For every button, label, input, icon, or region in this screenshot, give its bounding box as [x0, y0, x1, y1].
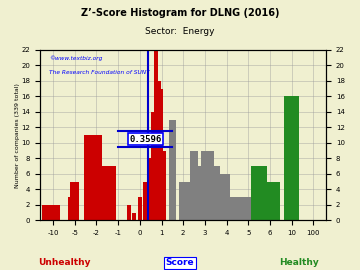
Bar: [217, 174, 225, 220]
Bar: [149, 158, 153, 220]
Text: ©www.textbiz.org: ©www.textbiz.org: [49, 55, 102, 61]
Bar: [157, 81, 161, 220]
Bar: [201, 151, 209, 220]
Bar: [99, 166, 116, 220]
Text: Sector:  Energy: Sector: Energy: [145, 27, 215, 36]
Text: Score: Score: [166, 258, 194, 267]
Bar: [138, 197, 142, 220]
Bar: [143, 182, 147, 220]
Text: Unhealthy: Unhealthy: [39, 258, 91, 267]
Bar: [42, 205, 60, 220]
Bar: [223, 174, 230, 220]
Text: 0.3596: 0.3596: [129, 134, 161, 144]
Bar: [244, 197, 252, 220]
Bar: [212, 166, 220, 220]
Bar: [265, 182, 280, 220]
Bar: [252, 166, 267, 220]
Bar: [185, 182, 192, 220]
Bar: [239, 197, 247, 220]
Bar: [71, 182, 79, 220]
Bar: [234, 197, 241, 220]
Bar: [154, 50, 158, 220]
Bar: [84, 135, 102, 220]
Bar: [284, 96, 299, 220]
Bar: [207, 151, 214, 220]
Bar: [228, 197, 236, 220]
Bar: [159, 89, 163, 220]
Text: Healthy: Healthy: [279, 258, 319, 267]
Bar: [68, 197, 77, 220]
Text: The Research Foundation of SUNY: The Research Foundation of SUNY: [49, 70, 149, 75]
Y-axis label: Number of companies (339 total): Number of companies (339 total): [15, 83, 20, 188]
Bar: [162, 151, 166, 220]
Bar: [284, 197, 300, 220]
Bar: [127, 205, 131, 220]
Bar: [168, 120, 176, 220]
Bar: [132, 213, 136, 220]
Text: Z’-Score Histogram for DLNG (2016): Z’-Score Histogram for DLNG (2016): [81, 8, 279, 18]
Bar: [179, 182, 187, 220]
Bar: [152, 112, 155, 220]
Bar: [190, 151, 198, 220]
Bar: [196, 166, 203, 220]
